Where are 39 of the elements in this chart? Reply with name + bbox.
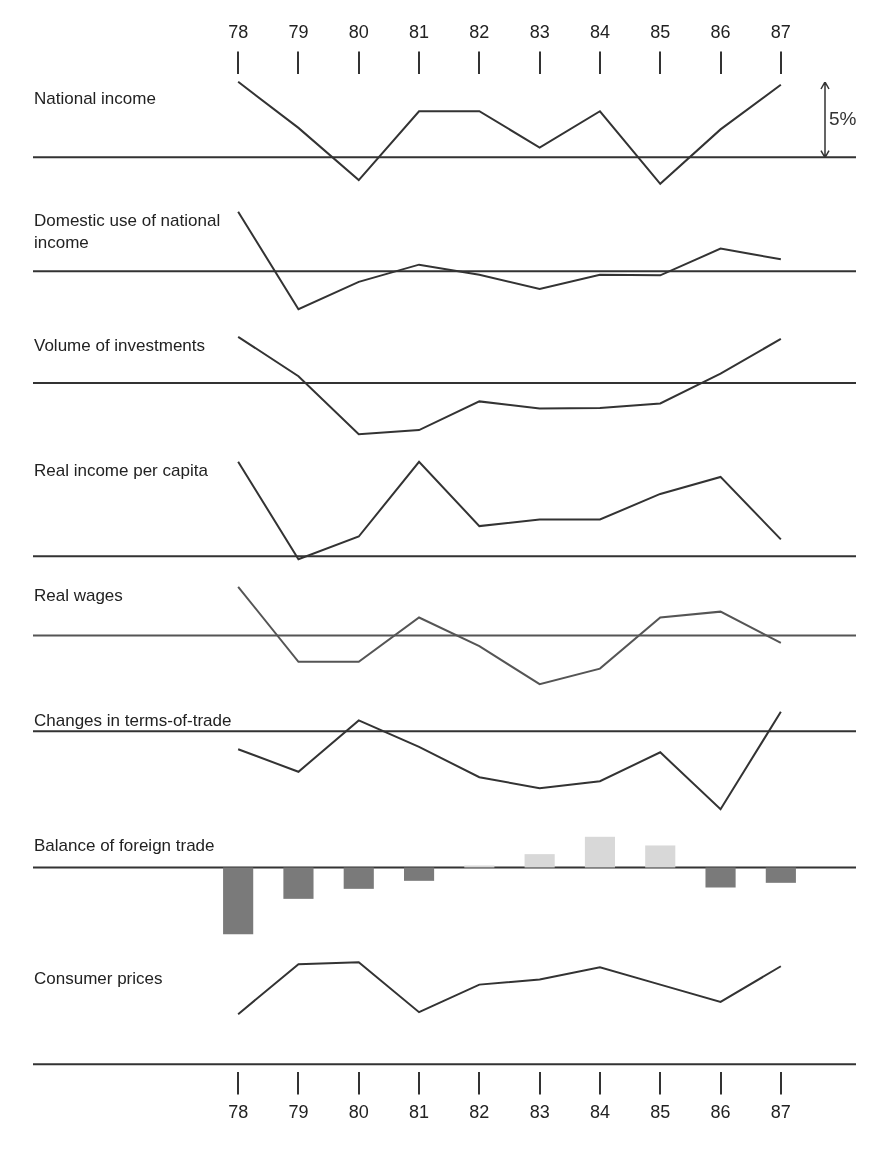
- x-tick-label: 78: [228, 1102, 249, 1123]
- x-tick-label: 85: [650, 1102, 671, 1123]
- bar: [223, 867, 254, 935]
- x-tick-label: 81: [409, 21, 430, 42]
- bar: [464, 865, 495, 868]
- x-tick-label: 84: [589, 1102, 610, 1123]
- x-tick-label: 80: [348, 1102, 369, 1123]
- x-tick-label: 78: [228, 21, 249, 42]
- bar: [403, 867, 435, 881]
- chart-title: Balance of foreign trade: [34, 835, 216, 857]
- bar: [524, 854, 555, 868]
- x-tick-label: 86: [710, 1102, 731, 1123]
- chart-title: Changes in terms-of-trade: [34, 710, 233, 732]
- text: Domestic use of national income: [34, 210, 222, 254]
- x-tick-label: 80: [348, 21, 369, 42]
- chart-title: National income: [34, 88, 157, 110]
- chart-title: Volume of investments: [34, 335, 207, 357]
- x-tick-label: 79: [288, 1102, 309, 1123]
- x-tick-label: 83: [529, 1102, 550, 1123]
- text: 5%: [829, 107, 857, 129]
- x-tick-label: 82: [469, 1102, 490, 1123]
- chart-title: Real wages: [34, 585, 124, 607]
- bar: [343, 867, 374, 889]
- bar: [283, 867, 314, 899]
- chart-title: Consumer prices: [34, 968, 164, 990]
- x-tick-label: 87: [770, 21, 791, 42]
- x-tick-label: 81: [409, 1102, 430, 1123]
- x-tick-label: 83: [529, 21, 550, 42]
- bar: [705, 867, 736, 888]
- chart-title: Real income per capita: [34, 460, 209, 482]
- bar: [645, 845, 676, 868]
- x-tick-label: 85: [650, 21, 671, 42]
- x-tick-label: 86: [710, 21, 731, 42]
- x-tick-label: 79: [288, 21, 309, 42]
- bar: [765, 867, 796, 883]
- x-tick-label: 87: [770, 1102, 791, 1123]
- x-tick-label: 82: [469, 21, 490, 42]
- x-tick-label: 84: [589, 21, 610, 42]
- bar: [584, 836, 616, 868]
